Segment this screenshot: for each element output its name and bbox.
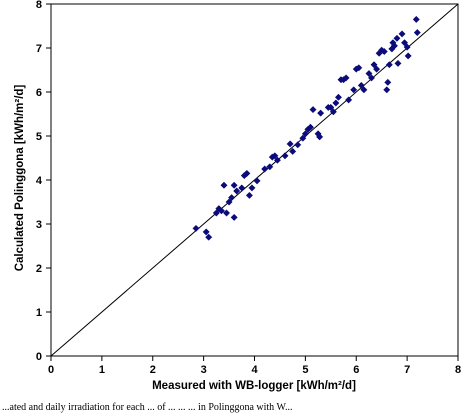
data-point [294, 141, 302, 149]
data-points [192, 15, 421, 241]
y-tick-label: 1 [36, 307, 42, 319]
y-tick-label: 5 [36, 131, 42, 143]
data-point [329, 108, 337, 116]
data-point [286, 140, 294, 148]
x-tick-label: 5 [302, 364, 308, 376]
data-point [327, 103, 335, 111]
x-tick-label: 4 [251, 364, 258, 376]
x-tick-label: 8 [455, 364, 461, 376]
y-axis-title: Calculated Polinggona [kWh/m²/d] [14, 85, 26, 272]
data-point [394, 59, 402, 67]
data-point [350, 86, 358, 94]
data-point [245, 191, 253, 199]
data-point [238, 184, 246, 192]
data-point [301, 130, 309, 138]
data-point [365, 69, 373, 78]
data-point [401, 39, 409, 47]
data-point [273, 156, 281, 164]
y-tick-label: 3 [36, 219, 42, 231]
data-point [230, 181, 238, 189]
x-tick-label: 3 [201, 364, 207, 376]
data-point [404, 52, 412, 60]
data-point [309, 106, 317, 114]
x-tick-label: 6 [353, 364, 359, 376]
x-tick-label: 2 [150, 364, 156, 376]
data-point [217, 207, 225, 215]
data-point [412, 15, 420, 23]
x-tick-label: 0 [48, 364, 54, 376]
data-point [393, 34, 401, 42]
data-point [192, 224, 200, 232]
y-tick-label: 7 [36, 43, 42, 55]
data-point [228, 194, 236, 202]
data-point [360, 86, 368, 94]
data-point [380, 47, 388, 56]
data-point [225, 198, 233, 206]
y-tick-label: 2 [36, 263, 42, 275]
data-point [334, 93, 342, 101]
data-point [205, 233, 213, 241]
data-point [253, 177, 261, 185]
x-tick-label: 7 [404, 364, 410, 376]
data-point [384, 78, 392, 86]
data-point [233, 187, 241, 195]
data-point [355, 64, 363, 72]
data-point [317, 109, 325, 117]
data-point [230, 213, 238, 221]
data-point [345, 96, 353, 104]
data-point [261, 165, 269, 173]
data-point [370, 61, 378, 69]
y-tick-label: 6 [36, 87, 42, 99]
data-point [383, 86, 391, 94]
data-point [220, 181, 228, 189]
data-point [316, 133, 324, 141]
y-tick-label: 8 [36, 0, 42, 11]
data-point [306, 123, 315, 131]
y-tick-label: 4 [36, 175, 43, 187]
y-tick-label: 0 [36, 351, 42, 363]
figure-caption: ...ated and daily irradiation for each .… [2, 402, 293, 413]
data-point [289, 147, 297, 155]
data-point [342, 74, 350, 82]
data-point [299, 134, 307, 142]
data-point [357, 81, 365, 89]
x-tick-label: 1 [99, 364, 105, 376]
y-axis-ticks: 0 1 2 3 4 5 6 7 8 [36, 0, 51, 363]
data-point [373, 65, 381, 73]
data-point [385, 61, 393, 69]
data-point [248, 184, 256, 192]
x-axis-ticks: 0 1 2 3 4 5 6 7 8 [48, 356, 461, 376]
data-point [212, 209, 220, 217]
data-point [332, 99, 340, 107]
data-point [222, 209, 231, 217]
data-point [266, 163, 274, 171]
data-point [413, 29, 421, 37]
data-point [271, 152, 279, 160]
data-point [390, 42, 398, 50]
data-point [367, 74, 376, 82]
data-point [403, 43, 411, 51]
x-axis-title: Measured with WB-logger [kWh/m²/d] [152, 380, 356, 392]
data-point [243, 169, 251, 177]
data-point [202, 228, 210, 236]
data-point [398, 30, 406, 38]
data-point [281, 152, 289, 160]
